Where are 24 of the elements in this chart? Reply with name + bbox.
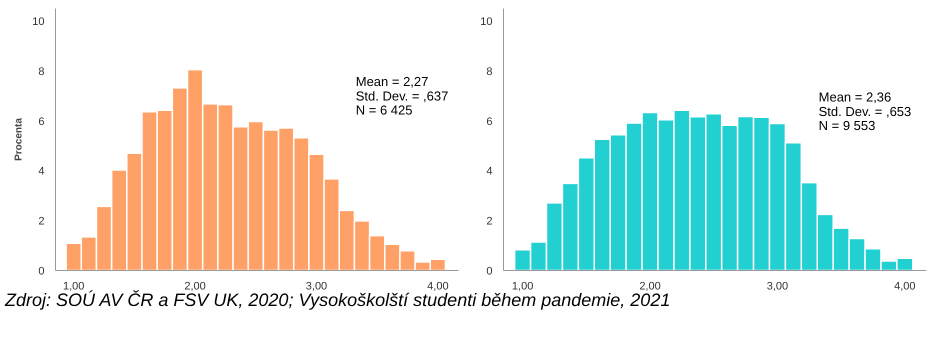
x-tick-label: 4,00 <box>894 280 916 292</box>
x-tick-label: 1,00 <box>63 280 84 292</box>
y-tick-label: 4 <box>38 166 45 178</box>
annotation: Mean = 2,27 Std. Dev. = ,637 N = 6 425 <box>356 74 448 118</box>
x-tick-label: 3,00 <box>766 280 788 292</box>
x-tick-label: 3,00 <box>306 280 328 292</box>
y-tick-label: 6 <box>38 116 45 128</box>
y-tick-label: 0 <box>486 266 493 278</box>
y-tick-label: 8 <box>486 66 493 78</box>
y-axis-title: Procenta <box>13 118 24 161</box>
y-tick-label: 2 <box>486 216 493 228</box>
y-tick-label: 8 <box>38 66 45 78</box>
y-tick-label: 4 <box>486 166 493 178</box>
x-tick-label: 1,00 <box>512 280 534 292</box>
y-tick-label: 6 <box>486 116 493 128</box>
y-tick-label: 10 <box>480 16 493 28</box>
y-tick-label: 10 <box>32 16 45 28</box>
y-tick-label: 2 <box>38 216 45 228</box>
x-tick-label: 4,00 <box>427 280 449 292</box>
x-tick-label: 2,00 <box>184 280 206 292</box>
y-tick-label: 0 <box>38 266 45 278</box>
x-tick-label: 2,00 <box>639 280 661 292</box>
text: Zdroj: SOÚ AV ČR a FSV UK, 2020; Vysokoškolští studenti během pandemie, 2021 <box>5 290 670 312</box>
annotation: Mean = 2,36 Std. Dev. = ,653 N = 9 553 <box>818 90 912 134</box>
